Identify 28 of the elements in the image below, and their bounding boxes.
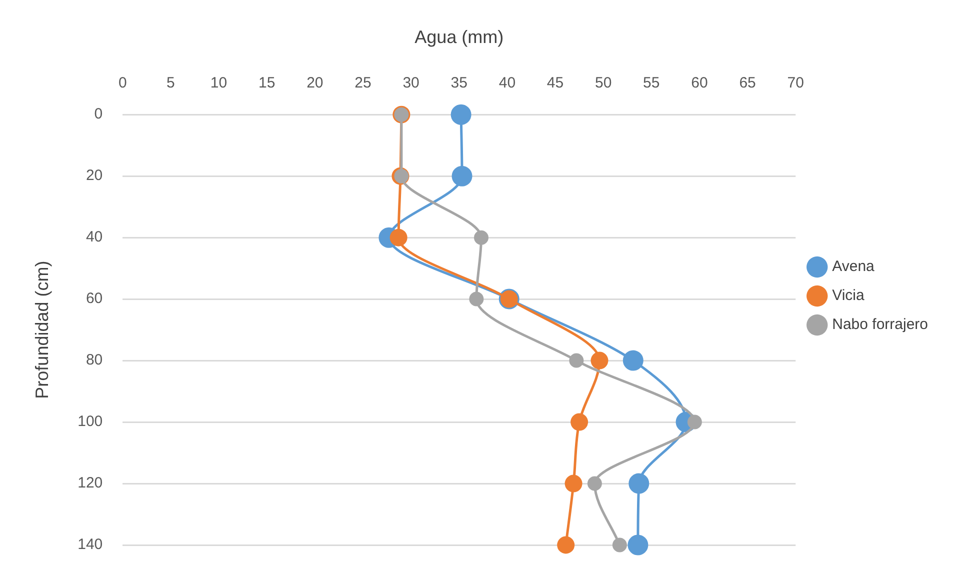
x-tick-label: 25 [354,74,372,92]
x-tick-label: 65 [739,74,756,92]
x-tick-label: 30 [402,74,420,92]
y-tick-label: 60 [86,290,103,308]
y-tick-label: 140 [78,536,103,554]
y-tick-label: 40 [86,228,103,246]
y-tick-label: 0 [94,106,103,123]
y-tick-label: 80 [86,352,103,369]
x-tick-label: 15 [258,74,276,92]
x-tick-label: 70 [787,74,804,92]
x-tick-label: 35 [450,74,468,92]
x-axis-title: Agua (mm) [414,26,504,47]
x-tick-label: 10 [210,74,228,92]
x-tick-label: 55 [643,74,660,92]
y-tick-label: 120 [78,474,103,492]
y-axis-title: Profundidad (cm) [32,260,52,399]
legend-label: Avena [832,258,876,276]
x-tick-label: 60 [691,74,708,92]
x-tick-label: 20 [306,74,324,92]
legend-label: Nabo forrajero [832,316,928,334]
y-tick-label: 100 [78,413,103,430]
y-tick-label: 20 [86,167,103,184]
x-tick-label: 40 [498,74,516,92]
x-tick-label: 0 [118,74,127,92]
x-tick-label: 5 [166,74,175,92]
x-tick-label: 45 [546,74,564,92]
legend-label: Vicia [832,287,866,304]
x-tick-label: 50 [594,74,612,92]
